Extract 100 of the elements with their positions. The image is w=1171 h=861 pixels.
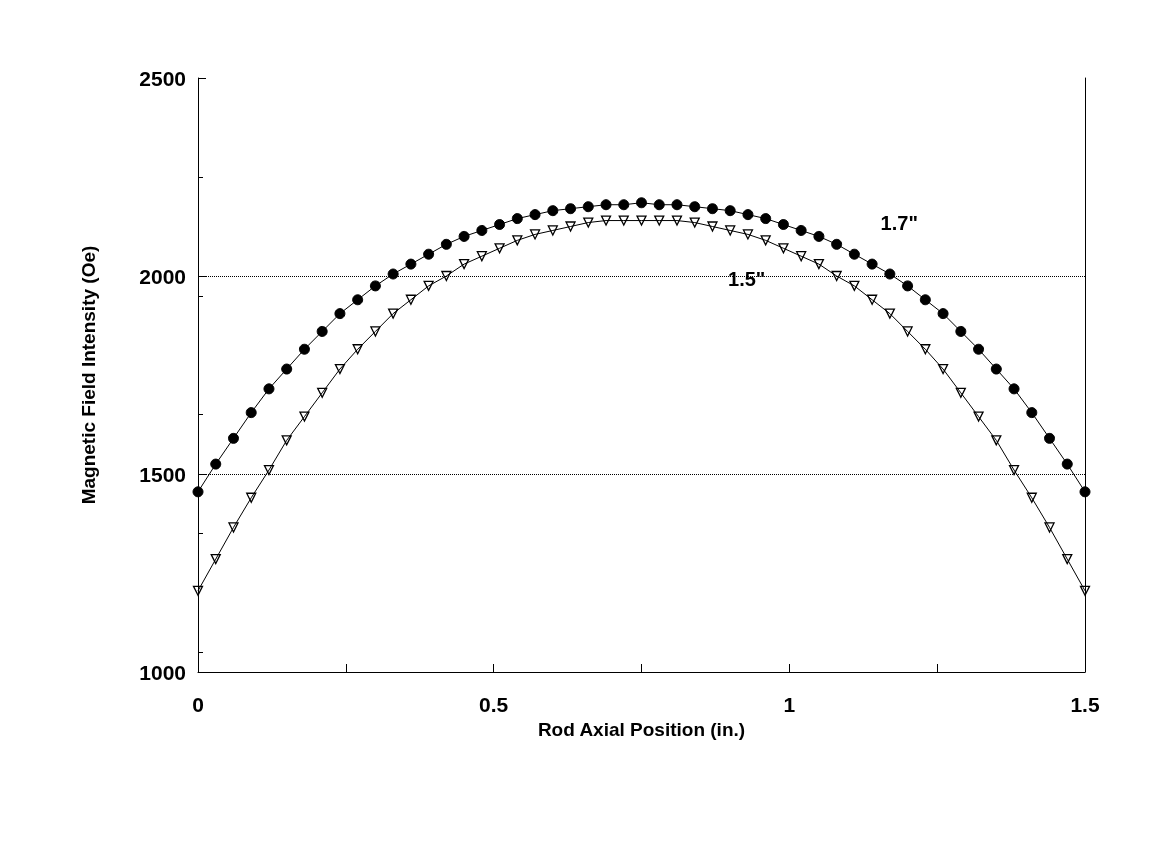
point xyxy=(724,205,736,217)
point xyxy=(529,209,541,221)
point xyxy=(334,308,346,320)
point xyxy=(653,199,665,211)
point xyxy=(512,235,523,246)
point xyxy=(565,221,576,232)
point xyxy=(1044,522,1055,533)
point xyxy=(281,363,293,375)
point xyxy=(1062,553,1073,565)
point xyxy=(902,326,913,337)
point xyxy=(600,199,612,211)
point xyxy=(991,435,1002,446)
point xyxy=(352,294,364,306)
point xyxy=(884,268,896,280)
point xyxy=(849,280,860,292)
point xyxy=(742,229,754,240)
point xyxy=(902,280,914,292)
point xyxy=(920,344,931,355)
x-tick-label: 1.5 xyxy=(1070,693,1100,716)
point xyxy=(352,344,363,355)
y-axis-title: Magnetic Field Intensity (Oe) xyxy=(78,245,99,505)
point xyxy=(583,217,594,228)
point xyxy=(689,201,701,213)
point xyxy=(441,270,452,282)
point xyxy=(210,458,222,470)
point xyxy=(919,294,931,306)
point xyxy=(796,251,807,262)
point xyxy=(671,215,683,226)
point xyxy=(228,522,239,533)
point xyxy=(440,238,452,250)
point xyxy=(671,199,683,211)
point xyxy=(795,224,807,236)
point xyxy=(955,325,967,337)
point xyxy=(990,363,1002,375)
point xyxy=(458,258,470,270)
point xyxy=(1044,432,1056,444)
point xyxy=(423,248,435,260)
series-label: 1.7" xyxy=(880,211,918,234)
point xyxy=(866,294,878,305)
point xyxy=(689,217,700,228)
point xyxy=(955,387,966,398)
x-tick-label: 1 xyxy=(783,693,796,716)
point xyxy=(281,435,292,446)
point xyxy=(1008,464,1020,476)
point xyxy=(547,225,558,236)
point xyxy=(831,238,843,250)
y-tick-label: 2000 xyxy=(139,264,186,288)
point xyxy=(245,407,257,419)
point xyxy=(636,215,647,226)
y-tick-label: 2500 xyxy=(139,66,186,90)
point xyxy=(423,280,434,292)
point xyxy=(973,343,985,355)
point xyxy=(511,213,523,225)
point xyxy=(618,199,630,211)
point xyxy=(565,203,577,215)
point xyxy=(529,229,541,240)
y-tick-label: 1500 xyxy=(139,462,186,486)
point xyxy=(317,387,328,398)
point xyxy=(1079,585,1091,596)
point xyxy=(813,258,825,270)
point xyxy=(246,492,257,503)
point xyxy=(1008,383,1020,395)
point xyxy=(600,215,612,226)
point xyxy=(458,230,470,242)
point xyxy=(369,280,381,292)
point xyxy=(654,215,665,226)
point xyxy=(1026,492,1037,503)
x-axis-title: Rod Axial Position (in.) xyxy=(537,718,746,740)
point xyxy=(263,383,275,395)
point xyxy=(263,464,275,476)
point xyxy=(937,308,949,320)
point xyxy=(831,270,842,282)
point xyxy=(1061,458,1073,470)
point xyxy=(778,243,789,254)
point xyxy=(707,221,718,232)
series-label: 1.5" xyxy=(728,268,766,291)
x-tick-label: 0 xyxy=(192,693,204,716)
point xyxy=(210,553,221,565)
point xyxy=(227,432,239,444)
point xyxy=(192,585,204,596)
point xyxy=(334,363,346,375)
point xyxy=(316,325,328,337)
point xyxy=(760,235,771,246)
point xyxy=(476,251,487,262)
point xyxy=(387,268,399,280)
point xyxy=(582,201,594,213)
point xyxy=(494,243,505,254)
point xyxy=(706,203,718,215)
point xyxy=(760,213,772,225)
point xyxy=(725,225,736,236)
point xyxy=(636,197,647,209)
point xyxy=(299,411,310,422)
point xyxy=(742,209,754,221)
point xyxy=(866,258,878,270)
point xyxy=(547,205,559,217)
point xyxy=(884,308,896,319)
point xyxy=(973,411,984,422)
point xyxy=(298,343,310,355)
point xyxy=(618,215,629,226)
point xyxy=(937,363,949,375)
